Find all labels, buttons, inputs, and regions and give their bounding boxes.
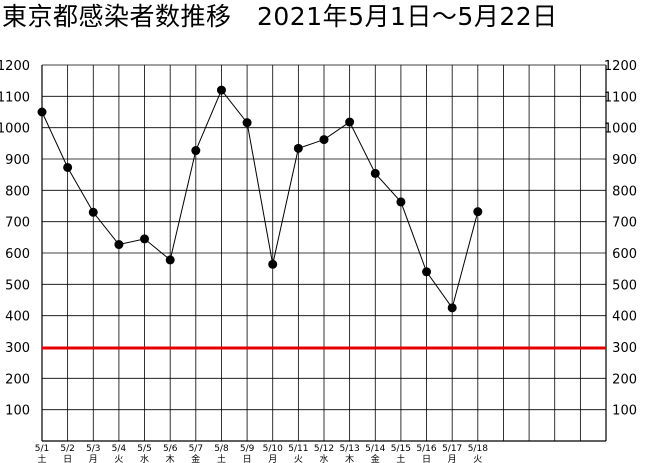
x-tick-label: 5/8 — [214, 444, 229, 454]
y-tick-label: 600 — [612, 247, 637, 262]
data-point — [396, 197, 406, 207]
y-tick-label: 1200 — [604, 59, 637, 74]
data-point — [88, 207, 98, 217]
x-tick-weekday: 月 — [448, 454, 457, 463]
y-tick-label: 900 — [612, 153, 637, 168]
x-tick-label: 5/15 — [391, 444, 411, 454]
y-tick-label: 400 — [612, 310, 637, 325]
y-tick-label: 900 — [5, 153, 30, 168]
x-tick-label: 5/7 — [189, 444, 203, 454]
y-tick-label: 600 — [5, 247, 30, 262]
x-tick-weekday: 水 — [319, 453, 328, 463]
series-cases — [37, 85, 483, 313]
y-tick-label: 300 — [612, 341, 637, 356]
x-tick-weekday: 日 — [422, 454, 431, 463]
data-point — [319, 135, 329, 145]
y-tick-label: 1200 — [0, 59, 30, 74]
y-axis-right: 100 200 300 400 500 600 700 800 900 1000 1100 1200 — [604, 59, 637, 419]
x-tick-weekday: 土 — [37, 453, 46, 463]
x-tick-label: 5/3 — [86, 444, 100, 454]
x-tick-label: 5/11 — [288, 444, 308, 454]
data-point — [37, 107, 47, 117]
x-tick-label: 5/18 — [468, 444, 488, 454]
data-point — [293, 143, 303, 153]
data-point — [191, 146, 201, 156]
x-tick-weekday: 火 — [114, 454, 123, 463]
x-tick-label: 5/5 — [137, 444, 151, 454]
x-tick-label: 5/14 — [365, 444, 385, 454]
x-tick-weekday: 日 — [243, 454, 252, 463]
x-tick-label: 5/1 — [35, 444, 49, 454]
data-point — [114, 240, 124, 250]
x-tick-weekday: 火 — [473, 454, 482, 463]
x-tick-label: 5/6 — [163, 444, 178, 454]
y-tick-label: 100 — [5, 404, 30, 419]
chart-title: 東京都感染者数推移 2021年5月1日～5月22日 — [2, 2, 558, 31]
x-tick-label: 5/17 — [442, 444, 462, 454]
x-tick-weekday: 土 — [217, 453, 226, 463]
y-tick-label: 200 — [5, 372, 30, 387]
y-tick-label: 800 — [5, 184, 30, 199]
x-tick-label: 5/2 — [60, 444, 74, 454]
y-tick-label: 300 — [5, 341, 30, 356]
y-tick-label: 700 — [612, 216, 637, 231]
x-tick-label: 5/10 — [263, 444, 283, 454]
data-point — [268, 259, 278, 269]
data-point — [140, 234, 150, 244]
x-tick-label: 5/4 — [112, 444, 127, 454]
data-point — [370, 168, 380, 178]
y-tick-label: 500 — [5, 278, 30, 293]
data-point — [242, 118, 252, 128]
x-axis: 5/1土5/2日5/3月5/4火5/5水5/6木5/7金5/8土5/9日5/10… — [35, 444, 488, 463]
y-tick-label: 400 — [5, 310, 30, 325]
x-tick-weekday: 火 — [294, 454, 303, 463]
data-point — [345, 117, 355, 127]
data-point — [473, 207, 483, 217]
y-tick-label: 1100 — [0, 90, 30, 105]
x-tick-label: 5/13 — [340, 444, 360, 454]
x-tick-weekday: 日 — [63, 454, 72, 463]
data-point — [447, 303, 457, 313]
data-point — [165, 255, 175, 265]
data-point — [63, 162, 73, 172]
x-tick-weekday: 木 — [166, 453, 175, 463]
x-tick-weekday: 金 — [371, 453, 380, 463]
x-tick-label: 5/16 — [416, 444, 436, 454]
x-tick-label: 5/9 — [240, 444, 255, 454]
x-tick-weekday: 金 — [191, 453, 200, 463]
y-tick-label: 1000 — [0, 122, 30, 137]
x-tick-weekday: 土 — [396, 453, 405, 463]
y-tick-label: 100 — [612, 404, 637, 419]
y-tick-label: 700 — [5, 216, 30, 231]
y-tick-label: 500 — [612, 278, 637, 293]
x-tick-weekday: 月 — [89, 454, 98, 463]
y-tick-label: 800 — [612, 184, 637, 199]
x-tick-weekday: 月 — [268, 454, 277, 463]
x-tick-label: 5/12 — [314, 444, 334, 454]
y-tick-label: 1100 — [604, 90, 637, 105]
x-tick-weekday: 水 — [140, 453, 149, 463]
x-tick-weekday: 木 — [345, 453, 354, 463]
series-line — [41, 89, 479, 309]
data-point — [422, 267, 432, 277]
data-point — [216, 85, 226, 95]
y-tick-label: 200 — [612, 372, 637, 387]
grid — [41, 64, 607, 442]
y-axis-left: 100 200 300 400 500 600 700 800 900 1000 1100 1200 — [0, 59, 30, 419]
y-tick-label: 1000 — [604, 122, 637, 137]
